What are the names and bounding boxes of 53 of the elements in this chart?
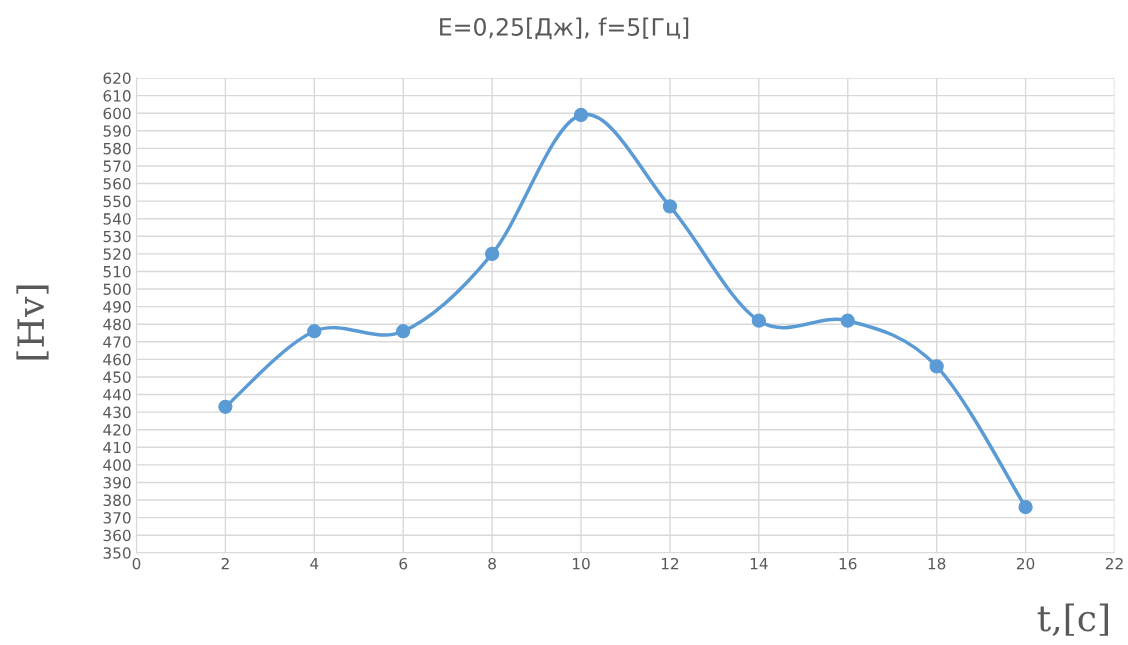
y-tick-label: 560 — [103, 178, 131, 190]
y-tick-label: 590 — [103, 125, 131, 137]
y-tick-label: 370 — [103, 512, 131, 524]
point — [396, 324, 411, 339]
y-tick-label: 410 — [103, 441, 131, 454]
y-tick-label: 380 — [103, 494, 131, 507]
y-tick-label: 530 — [103, 230, 131, 243]
x-tick-label: 6 — [399, 557, 408, 570]
y-tick-label: 570 — [103, 160, 131, 172]
y-tick-label: 430 — [103, 406, 131, 419]
y-tick-label: 580 — [103, 142, 131, 155]
point — [751, 313, 766, 328]
y-tick-label: 470 — [103, 336, 131, 348]
x-tick-label: 0 — [132, 557, 141, 570]
x-tick-label: 22 — [1105, 557, 1123, 570]
y-tick-label: 400 — [103, 459, 131, 471]
x-tick-label: 4 — [310, 558, 319, 570]
y-tick-label: 440 — [103, 388, 131, 401]
point — [307, 324, 322, 339]
x-tick-label: 14 — [750, 558, 768, 570]
y-tick-label: 390 — [103, 476, 131, 489]
y-tick-label: 550 — [103, 195, 131, 208]
y-tick-label: 600 — [103, 107, 131, 120]
y-tick-label: 360 — [103, 529, 131, 542]
x-tick-label: 8 — [488, 557, 496, 570]
chart-title: E=0,25[Дж], f=5[Гц] — [440, 17, 689, 40]
y-tick-label: 420 — [103, 424, 131, 436]
point — [929, 359, 944, 374]
y-tick-label: 610 — [103, 90, 131, 102]
y-axis-title: [Hv] — [16, 285, 49, 360]
y-tick-label: 540 — [103, 213, 131, 225]
y-tick-label: 490 — [103, 301, 131, 313]
y-tick-label: 520 — [103, 248, 131, 260]
y-tick-label: 350 — [103, 547, 131, 559]
x-axis-title: t,[c] — [1037, 603, 1108, 636]
x-tick-label: 16 — [839, 557, 857, 570]
y-tick-label: 500 — [103, 283, 131, 296]
y-tick-label: 480 — [103, 318, 131, 331]
y-tick-label: 450 — [103, 371, 131, 383]
x-tick-label: 12 — [661, 557, 679, 570]
y-tick-label: 460 — [103, 353, 131, 366]
y-tick-label: 620 — [103, 72, 131, 85]
point — [840, 313, 855, 328]
x-tick-label: 20 — [1016, 557, 1035, 570]
point — [1018, 499, 1033, 515]
point — [662, 199, 678, 214]
x-tick-label: 2 — [221, 557, 229, 570]
point — [485, 246, 500, 261]
x-tick-label: 18 — [928, 557, 946, 570]
point — [218, 399, 233, 414]
x-tick-label: 10 — [572, 557, 590, 570]
y-tick-label: 510 — [103, 265, 131, 278]
point — [573, 107, 589, 123]
